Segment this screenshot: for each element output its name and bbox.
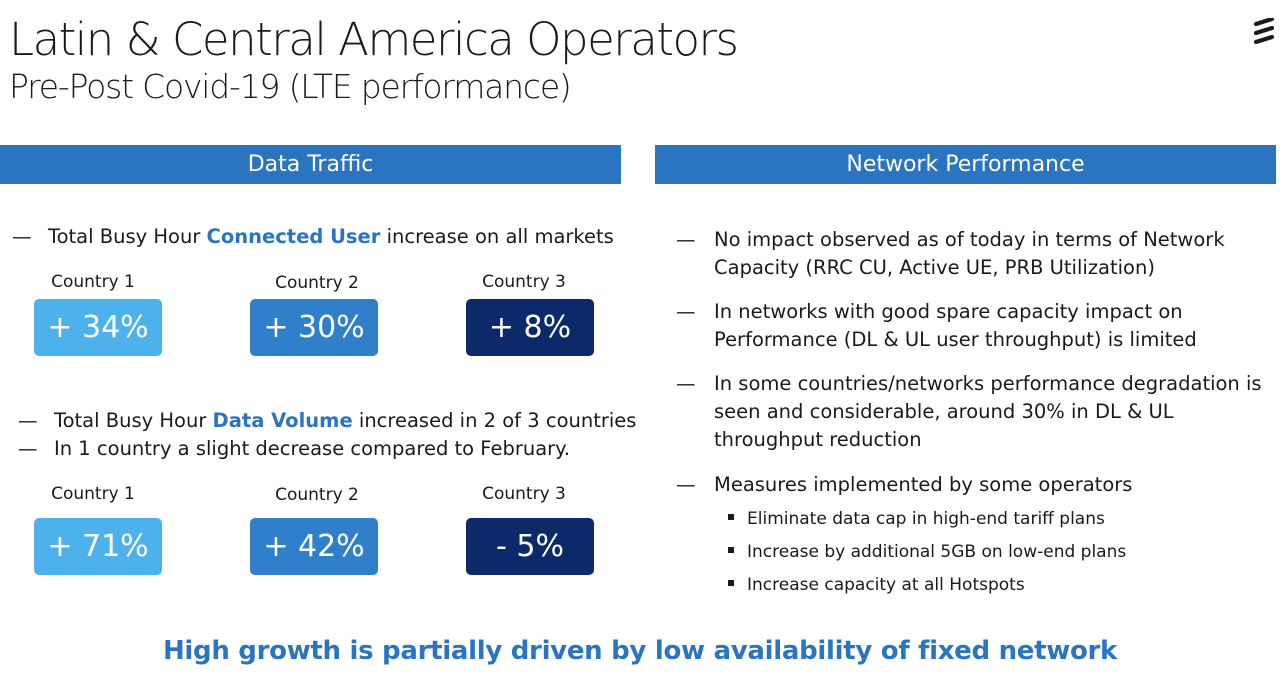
- country-3-data-volume-stat: - 5%: [466, 518, 594, 575]
- square-bullet-icon: [728, 547, 734, 553]
- country-1-label: Country 1: [51, 272, 135, 292]
- bullet-text: In some countries/networks performance d…: [714, 372, 1262, 451]
- bullet-dash: —: [676, 372, 696, 395]
- country-1-label: Country 1: [51, 484, 135, 504]
- spare-capacity-bullet: — In networks with good spare capacity i…: [676, 298, 1266, 354]
- bullet-dash: —: [676, 473, 696, 496]
- bullet-text: Total Busy Hour: [54, 409, 213, 432]
- bullet-dash: —: [12, 225, 32, 248]
- bullet-text: Total Busy Hour: [48, 225, 207, 248]
- sub-bullet-text: Increase capacity at all Hotspots: [747, 575, 1025, 595]
- ericsson-logo-icon: [1253, 18, 1275, 44]
- sub-bullet-text: Eliminate data cap in high-end tariff pl…: [747, 509, 1105, 529]
- country-2-connected-user-stat: + 30%: [250, 299, 378, 356]
- data-volume-highlight: Data Volume: [212, 409, 353, 432]
- sub-bullet-additional-5gb: Increase by additional 5GB on low-end pl…: [728, 540, 1126, 564]
- slight-decrease-bullet: — In 1 country a slight decrease compared…: [18, 435, 570, 463]
- bullet-text: increased in 2 of 3 countries: [352, 409, 637, 432]
- footer-conclusion: High growth is partially driven by low a…: [162, 636, 1118, 666]
- square-bullet-icon: [728, 514, 734, 520]
- bullet-dash: —: [18, 437, 38, 460]
- bullet-text: In networks with good spare capacity imp…: [714, 300, 1197, 351]
- country-3-label: Country 3: [482, 484, 566, 504]
- bullet-text: increase on all markets: [380, 225, 614, 248]
- country-3-label: Country 3: [482, 272, 566, 292]
- measures-bullet: — Measures implemented by some operators: [676, 471, 1266, 499]
- page-title: Latin & Central America Operators: [9, 13, 739, 66]
- data-traffic-header: Data Traffic: [0, 145, 621, 184]
- data-volume-bullet: — Total Busy Hour Data Volume increased i…: [18, 407, 636, 435]
- sub-bullet-text: Increase by additional 5GB on low-end pl…: [747, 542, 1127, 562]
- bullet-dash: —: [676, 300, 696, 323]
- bullet-dash: —: [18, 409, 38, 432]
- bullet-text: No impact observed as of today in terms …: [714, 228, 1225, 279]
- network-performance-header: Network Performance: [655, 145, 1276, 184]
- square-bullet-icon: [728, 580, 734, 586]
- bullet-text: In 1 country a slight decrease compared …: [54, 437, 571, 460]
- sub-bullet-data-cap: Eliminate data cap in high-end tariff pl…: [728, 507, 1105, 531]
- country-2-label: Country 2: [275, 485, 359, 505]
- connected-user-highlight: Connected User: [206, 225, 381, 248]
- bullet-dash: —: [676, 228, 696, 251]
- bullet-text: Measures implemented by some operators: [714, 473, 1133, 496]
- sub-bullet-hotspots: Increase capacity at all Hotspots: [728, 573, 1025, 597]
- page-subtitle: Pre-Post Covid-19 (LTE performance): [9, 67, 572, 106]
- country-3-connected-user-stat: + 8%: [466, 299, 594, 356]
- network-capacity-bullet: — No impact observed as of today in term…: [676, 226, 1266, 282]
- performance-degradation-bullet: — In some countries/networks performance…: [676, 370, 1266, 454]
- connected-user-bullet: — Total Busy Hour Connected User increase…: [12, 223, 614, 251]
- country-2-data-volume-stat: + 42%: [250, 518, 378, 575]
- country-2-label: Country 2: [275, 273, 359, 293]
- country-1-connected-user-stat: + 34%: [34, 299, 162, 356]
- country-1-data-volume-stat: + 71%: [34, 518, 162, 575]
